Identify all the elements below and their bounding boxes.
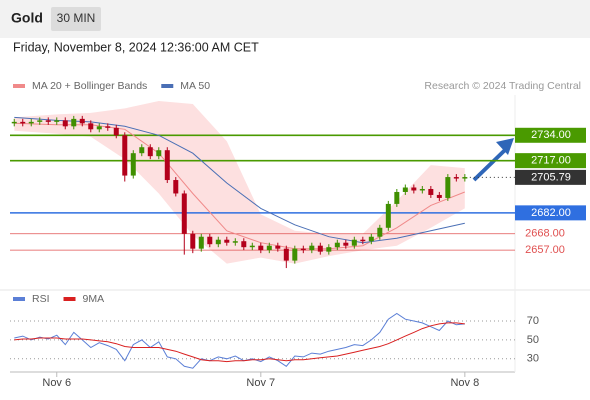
candle-body [45,120,51,122]
legend-swatch [13,84,25,88]
candle-body [181,193,187,234]
candle-body [368,236,374,242]
ma-line [14,116,465,244]
candle-body [198,236,204,249]
candle-body [122,135,128,176]
candle-body [419,188,425,191]
y-tick-label: 70 [527,315,539,327]
candle-body [462,177,468,179]
candle-body [190,233,196,249]
candle-body [173,180,179,194]
indicator-line [14,322,465,363]
candle-body [28,121,34,124]
x-tick-label: Nov 6 [42,377,71,389]
price-level-label: 2705.79 [531,171,571,183]
candle-body [326,247,332,252]
candle-body [283,248,289,261]
candle-body [453,177,459,179]
candle-body [241,241,247,248]
price-level-label: 2668.00 [525,228,565,240]
interval-label[interactable]: 30 MIN [57,11,96,25]
candle-body [37,120,43,122]
plot-layer: Nov 6 Nov 7 Nov 8 MA 20 + Bollinger Bands MA… [10,80,586,389]
legend-label: MA 50 [180,80,210,92]
source: Research © 2024 Trading Central [424,80,581,92]
y-tick-label: 50 [527,334,539,346]
candle-body [275,245,281,249]
instrument-title: Gold [11,10,43,26]
price-level-label: 2682.00 [531,207,571,219]
price-level-label: 2734.00 [531,129,571,141]
candle-body [445,177,451,198]
candle-body [215,239,221,245]
candle-body [62,120,68,127]
legend-swatch [63,297,76,301]
legend-swatch [161,84,174,88]
legend-label: MA 20 + Bollinger Bands [32,80,147,92]
candle-body [258,245,264,251]
candle-body [334,242,340,248]
candle-body [79,118,85,124]
y-tick-label: 30 [527,353,539,365]
candle-body [232,241,238,243]
candle-body [436,194,442,198]
candle-body [300,248,306,251]
candle-body [428,188,434,195]
candle-body [411,187,417,191]
candle-body [292,248,298,261]
x-tick-label: Nov 8 [450,377,479,389]
candle-body [71,118,77,127]
legend-label: RSI [32,293,50,305]
forecast-arrow-head [496,138,514,155]
ma-line [14,122,465,250]
candle-body [309,245,315,251]
candle-body [351,239,357,246]
candle-body [139,147,145,154]
candle-body [113,127,119,136]
x-tick-label: Nov 7 [246,377,275,389]
candle-body [343,242,349,246]
candle-body [317,245,323,252]
candle-body [224,239,230,243]
candle-body [385,203,391,228]
candle-body [156,150,162,157]
candle-body [130,153,136,176]
candle-body [377,227,383,237]
price-level-box [515,153,586,169]
price-level-label: 2717.00 [531,155,571,167]
indicator-line [14,312,465,369]
candle-body [54,120,60,122]
candle-body [402,187,408,192]
candle-body [11,121,17,124]
candle-body [147,147,153,157]
candle-body [88,123,94,130]
price-level-box [515,169,586,185]
candle-body [164,150,170,181]
price-level-box [515,205,586,221]
candle-body [394,191,400,204]
candle-body [96,126,102,130]
candle-body [105,126,111,128]
candle-body [207,236,213,245]
price-level-box [515,127,586,143]
candle-body [360,239,366,242]
candle-body [266,245,272,251]
price-level-label: 2657.00 [525,244,565,256]
candle-body [20,121,26,124]
timestamp: Friday, November 8, 2024 12:36:00 AM CET [13,40,259,54]
legend-label: 9MA [83,293,105,305]
candle-body [249,245,255,248]
forecast-arrow [472,148,507,182]
legend-swatch [13,297,25,301]
interval-button[interactable] [51,7,101,31]
